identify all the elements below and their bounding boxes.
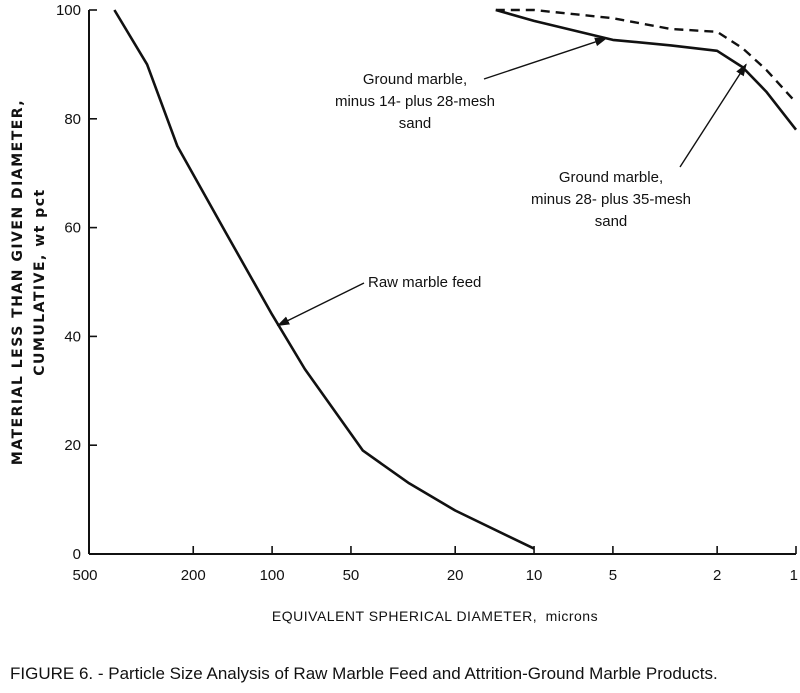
x-tick-label: 100 [260, 567, 285, 584]
annotation-arrow [679, 63, 747, 168]
x-tick-label: 20 [447, 567, 464, 584]
annotation-arrow [483, 37, 608, 80]
annotation-3: Ground marble, minus 28- plus 35-mesh sand [531, 63, 747, 230]
x-tick-label: 500 [72, 567, 97, 584]
annotations: Raw marble feed Ground marble, minus 14- p… [276, 37, 747, 327]
x-tick-label: 10 [526, 567, 543, 584]
y-tick-label: 40 [64, 328, 81, 345]
x-tick-label: 1 [790, 567, 798, 584]
annotation-text: Ground marble, [363, 71, 467, 88]
y-axis-label-line1: MATERIAL LESS THAN GIVEN DIAMETER, [10, 99, 26, 465]
series-line-2 [495, 8, 798, 131]
y-tick-label: 60 [64, 220, 81, 237]
series-layer [113, 8, 798, 550]
x-tick-label: 200 [181, 567, 206, 584]
y-tick-label: 100 [56, 2, 81, 19]
y-tick-label: 0 [73, 546, 81, 563]
y-tick-label: 20 [64, 437, 81, 454]
annotation-text: Ground marble, [559, 169, 663, 186]
annotation-1: Raw marble feed [276, 274, 481, 327]
x-axis: 500 200 100 50 20 10 5 2 1 [72, 546, 798, 584]
x-axis-label-main: EQUIVALENT SPHERICAL DIAMETER, [272, 608, 537, 624]
figure-caption: FIGURE 6. - Particle Size Analysis of Ra… [10, 664, 718, 683]
annotation-text: minus 28- plus 35-mesh [531, 191, 691, 208]
plot-frame [88, 10, 796, 555]
annotation-arrow [276, 282, 365, 327]
annotation-text: Raw marble feed [368, 274, 481, 291]
x-tick-label: 2 [713, 567, 721, 584]
x-tick-label: 50 [343, 567, 360, 584]
annotation-text: sand [399, 115, 432, 132]
series-line-3 [495, 8, 797, 104]
annotation-2: Ground marble, minus 14- plus 28-mesh sand [335, 37, 608, 132]
y-tick-label: 80 [64, 111, 81, 128]
annotation-text: sand [595, 213, 628, 230]
y-axis: 0 20 40 60 80 100 [56, 2, 97, 563]
annotation-text: minus 14- plus 28-mesh [335, 93, 495, 110]
y-axis-label-line2: CUMULATIVE, wt pct [32, 188, 48, 375]
series-line-1 [113, 9, 535, 550]
x-tick-label: 5 [609, 567, 617, 584]
x-axis-label: EQUIVALENT SPHERICAL DIAMETER, microns [272, 608, 598, 624]
x-axis-label-unit: microns [546, 608, 599, 624]
